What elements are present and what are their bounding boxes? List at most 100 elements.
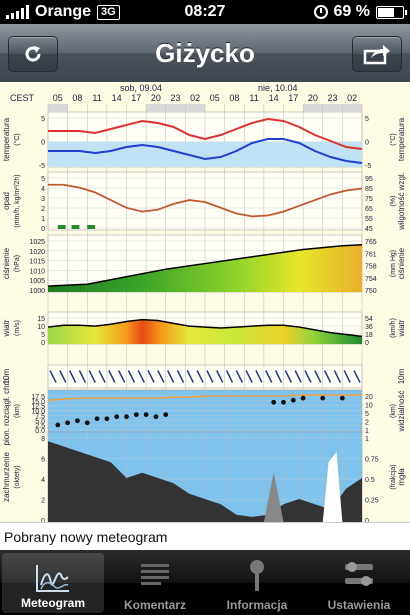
panel-left-unit: (oktety) xyxy=(14,465,21,488)
cloud-dot xyxy=(290,397,296,403)
tab-settings[interactable]: Ustawienia xyxy=(308,550,410,615)
visibility-line xyxy=(47,394,362,401)
panel-right-label: ciśnienie xyxy=(397,247,406,279)
refresh-button[interactable] xyxy=(8,36,58,72)
tick-label: 0 xyxy=(365,340,369,347)
wind-arrow xyxy=(147,370,155,383)
tick-label: 0.5 xyxy=(365,477,375,484)
tick-label: 0 xyxy=(41,226,45,233)
cloud-dot xyxy=(65,420,71,426)
clock-time: 08:27 xyxy=(184,3,226,20)
panel-left-unit: (m/s) xyxy=(14,320,21,336)
tab-info[interactable]: Informacja xyxy=(206,550,308,615)
tab-label: Komentarz xyxy=(123,598,186,612)
precip-bar xyxy=(87,225,96,229)
panel-left-unit: (mm/h, kg/m²/2h) xyxy=(14,174,21,227)
share-icon xyxy=(363,45,390,65)
cloud-dot xyxy=(133,412,139,417)
dewpoint-line xyxy=(48,138,363,164)
tick-label: 10 xyxy=(365,403,373,410)
cloud-dot xyxy=(114,414,120,420)
panel-left-label: opad xyxy=(2,192,11,210)
wind-arrow xyxy=(186,370,194,383)
precip-bar xyxy=(71,225,80,229)
cloud-dot xyxy=(300,395,306,401)
carrier-name: Orange xyxy=(35,3,92,20)
cloud-dot xyxy=(153,414,159,420)
wind-arrow xyxy=(98,370,106,383)
meteogram[interactable]: CEST sob, 09.04 nie, 10.04 05 08 11 14 17 20 23 02… xyxy=(0,82,410,522)
panel-right-unit: (%) xyxy=(390,196,397,207)
day-label: nie, 10.04 xyxy=(258,83,298,93)
panel-left-label: zachmurzenie xyxy=(2,452,11,502)
nav-bar: Giżycko xyxy=(0,24,410,83)
tick-label: 10 xyxy=(37,324,45,331)
cloud-dot xyxy=(94,416,100,422)
panel-left-label: pion. rozciągł. chm. xyxy=(2,377,11,446)
panel-right-unit: (frakcja) xyxy=(390,464,397,489)
cloud-dot xyxy=(104,416,110,422)
info-pin-icon xyxy=(250,560,264,591)
hour-label: 14 xyxy=(112,93,122,103)
wind-arrow xyxy=(68,370,77,383)
tick-label: 758 xyxy=(365,264,377,271)
wind-arrow xyxy=(314,370,322,383)
tab-comment[interactable]: Komentarz xyxy=(104,550,206,615)
share-button[interactable] xyxy=(352,36,402,72)
hour-label: 23 xyxy=(171,93,181,103)
cloud-dot xyxy=(124,414,129,420)
hour-label: 08 xyxy=(229,93,239,103)
tick-label: 5 xyxy=(41,116,45,123)
signal-bars-icon xyxy=(6,5,29,19)
tick-label: 2.5 xyxy=(35,423,45,430)
cloud-dot xyxy=(163,412,169,417)
hour-label: 20 xyxy=(151,93,161,103)
wind-arrow xyxy=(216,370,224,383)
settings-icon xyxy=(345,562,373,586)
tick-label: 15 xyxy=(37,316,45,323)
temperature-line xyxy=(48,117,363,150)
wind-arrow xyxy=(343,370,351,383)
tick-label: 8 xyxy=(41,436,45,443)
tick-label: 2 xyxy=(41,206,45,213)
panel-left-unit: (km) xyxy=(14,404,21,418)
tab-meteogram[interactable]: Meteogram xyxy=(2,553,104,613)
cloud-dot xyxy=(320,395,326,401)
panel-left-label: 10m xyxy=(2,368,11,384)
tick-label: -5 xyxy=(39,163,45,170)
tick-label: 15.0 xyxy=(31,399,45,406)
hour-label: 11 xyxy=(249,93,258,103)
wind-arrow xyxy=(127,370,136,383)
tick-label: 5.0 xyxy=(35,418,45,425)
cloud-cover-area xyxy=(48,441,362,522)
tick-label: 85 xyxy=(365,186,373,193)
wind-arrow xyxy=(225,370,234,383)
wind-arrow xyxy=(245,370,253,383)
wind-arrow xyxy=(157,370,165,383)
tick-label: 2 xyxy=(41,498,45,505)
panel-left-unit: (°C) xyxy=(13,133,21,146)
wind-arrow xyxy=(235,370,243,383)
humidity-line xyxy=(48,183,363,218)
fog-area xyxy=(322,452,343,522)
tick-label: 750 xyxy=(365,288,377,295)
wind-arrow xyxy=(176,370,185,383)
tick-label: 75 xyxy=(365,196,373,203)
cloud-dot xyxy=(55,422,61,428)
tick-label: 12.5 xyxy=(31,404,45,411)
tick-label: 0.0 xyxy=(35,428,45,435)
wind-arrow xyxy=(333,370,342,383)
low-cloud-area xyxy=(263,472,284,522)
tick-label: 54 xyxy=(365,316,373,323)
battery-percent: 69 % xyxy=(333,3,370,20)
tick-label: 3 xyxy=(41,196,45,203)
meteogram-icon xyxy=(36,565,69,592)
panel-right-label: 10m xyxy=(397,368,406,384)
wind-arrow xyxy=(49,370,57,383)
wind-arrow xyxy=(108,370,116,383)
panel-left-unit: (hPa) xyxy=(14,255,21,272)
wind-arrow xyxy=(196,370,204,383)
hour-label: 23 xyxy=(328,93,338,103)
tick-label: 1 xyxy=(365,428,369,435)
tab-bar: Meteogram Komentarz Informacja Ustawieni… xyxy=(0,550,410,615)
